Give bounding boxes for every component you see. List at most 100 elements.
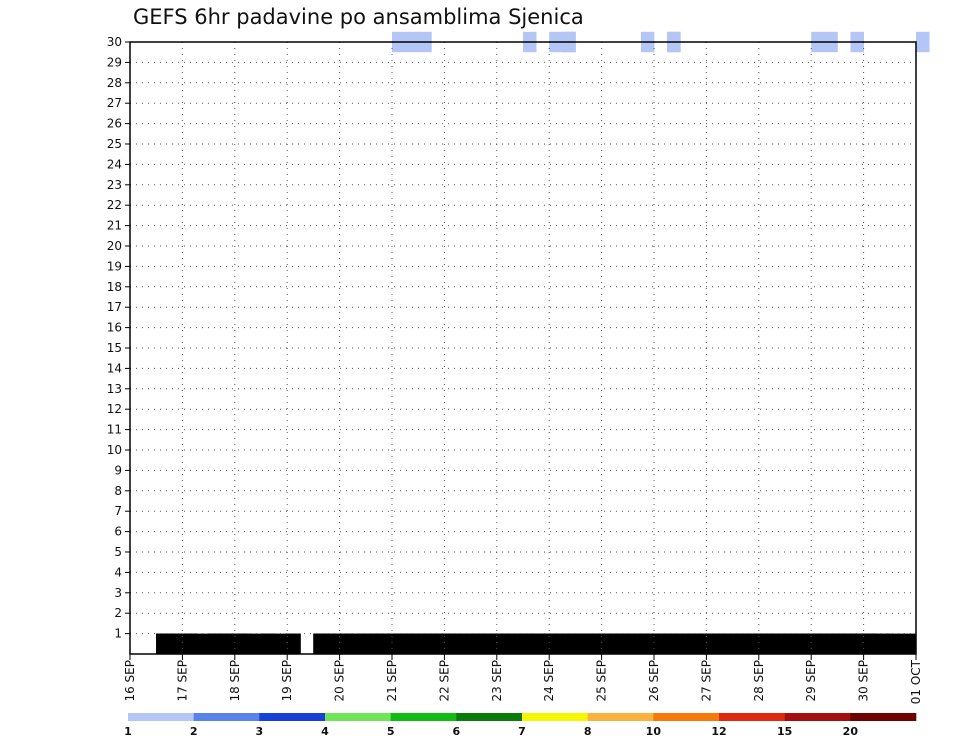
precip-cell — [221, 633, 236, 654]
precip-cell — [667, 633, 681, 654]
y-tick-label: 17 — [107, 300, 122, 314]
precip-cell — [614, 633, 629, 654]
colorbar: 1 2 3 4 5 6 7 8 10 12 15 20 — [124, 713, 917, 738]
precip-cell — [785, 633, 799, 654]
y-tick-label: 24 — [107, 157, 122, 171]
precip-cell — [405, 633, 419, 654]
precip-cell — [444, 633, 458, 654]
precip-cell — [169, 633, 183, 654]
precip-cell — [287, 633, 301, 654]
colorbar-label: 10 — [646, 725, 662, 738]
precip-cell — [313, 633, 327, 654]
precip-cell — [732, 633, 747, 654]
x-tick-label: 30 SEP — [857, 660, 871, 702]
y-tick-label: 12 — [107, 402, 122, 416]
precip-cell — [431, 633, 445, 654]
chart-title: GEFS 6hr padavine po ansamblima Sjenica — [133, 5, 584, 29]
x-tick-label: 24 SEP — [542, 660, 556, 702]
precip-cell — [392, 633, 406, 654]
x-tick-label: 18 SEP — [228, 660, 242, 702]
y-tick-label: 5 — [114, 545, 122, 559]
precip-cell — [156, 633, 170, 654]
y-tick-label: 16 — [107, 321, 122, 335]
precip-cell — [745, 633, 760, 654]
x-tick-label: 27 SEP — [699, 660, 713, 702]
y-tick-label: 2 — [114, 606, 122, 620]
plot-frame — [129, 41, 917, 655]
precip-cell — [418, 633, 432, 654]
precip-cell — [640, 633, 655, 654]
colorbar-segment — [456, 713, 523, 721]
precip-cell — [562, 633, 576, 654]
precip-cell — [470, 633, 485, 654]
y-tick-label: 9 — [114, 463, 122, 477]
y-tick-label: 19 — [107, 259, 122, 273]
y-tick-label: 20 — [107, 239, 122, 253]
colorbar-label: 8 — [584, 725, 592, 738]
precip-cell — [627, 633, 642, 654]
y-tick-label: 8 — [114, 484, 122, 498]
colorbar-segment — [390, 713, 457, 721]
y-tick-label: 29 — [107, 55, 122, 69]
y-tick-label: 13 — [107, 382, 122, 396]
precip-cell — [706, 633, 720, 654]
y-tick-label: 28 — [107, 76, 122, 90]
precip-cell — [352, 633, 367, 654]
precip-cell — [261, 633, 275, 654]
precip-cell — [536, 633, 550, 654]
x-tick-label: 20 SEP — [333, 660, 347, 702]
colorbar-label: 3 — [256, 725, 264, 738]
y-tick-label: 23 — [107, 178, 122, 192]
precip-cell — [601, 633, 616, 654]
precip-cell — [850, 633, 864, 654]
colorbar-segment — [259, 713, 326, 721]
precip-cell — [876, 633, 891, 654]
precip-cell — [457, 633, 471, 654]
colorbar-label: 6 — [453, 725, 461, 738]
y-tick-label: 14 — [107, 361, 122, 375]
precip-cell — [889, 633, 904, 654]
precip-cell — [523, 633, 537, 654]
precip-cell — [378, 633, 393, 654]
y-tick-label: 10 — [107, 443, 122, 457]
y-tick-label: 26 — [107, 117, 122, 131]
colorbar-segment — [193, 713, 260, 721]
colorbar-label: 4 — [321, 725, 329, 738]
colorbar-label: 7 — [518, 725, 526, 738]
x-tick-label: 19 SEP — [280, 660, 294, 702]
precip-cell — [902, 633, 917, 654]
y-tick-label: 3 — [114, 586, 122, 600]
colorbar-label: 15 — [777, 725, 792, 738]
precip-cell — [719, 633, 733, 654]
precip-cell — [654, 633, 668, 654]
colorbar-segment — [128, 713, 194, 721]
y-tick-label: 15 — [107, 341, 122, 355]
precip-cell — [509, 633, 524, 654]
precip-cell — [798, 633, 812, 654]
precip-cell — [771, 633, 786, 654]
y-tick-label: 22 — [107, 198, 122, 212]
y-tick-label: 1 — [114, 627, 122, 641]
colorbar-label: 1 — [124, 725, 132, 738]
precip-cell — [811, 633, 825, 654]
y-tick-label: 21 — [107, 219, 122, 233]
precip-cell — [274, 633, 288, 654]
x-tick-label: 26 SEP — [647, 660, 661, 702]
y-tick-label: 11 — [107, 423, 122, 437]
colorbar-segment — [719, 713, 785, 721]
y-tick-label: 4 — [114, 565, 122, 579]
precip-cell — [208, 633, 223, 654]
y-tick-label: 7 — [114, 504, 122, 518]
y-axis: 1234567891011121314151617181920212223242… — [107, 35, 130, 641]
colorbar-segment — [522, 713, 588, 721]
colorbar-label: 2 — [190, 725, 198, 738]
x-tick-label: 21 SEP — [385, 660, 399, 702]
y-tick-label: 6 — [114, 525, 122, 539]
precip-cell — [758, 633, 773, 654]
precip-cell — [588, 633, 602, 654]
x-tick-label: 29 SEP — [804, 660, 818, 702]
precip-cell — [326, 633, 340, 654]
precip-cell — [680, 633, 694, 654]
x-tick-label: 01 OCT — [909, 659, 923, 704]
